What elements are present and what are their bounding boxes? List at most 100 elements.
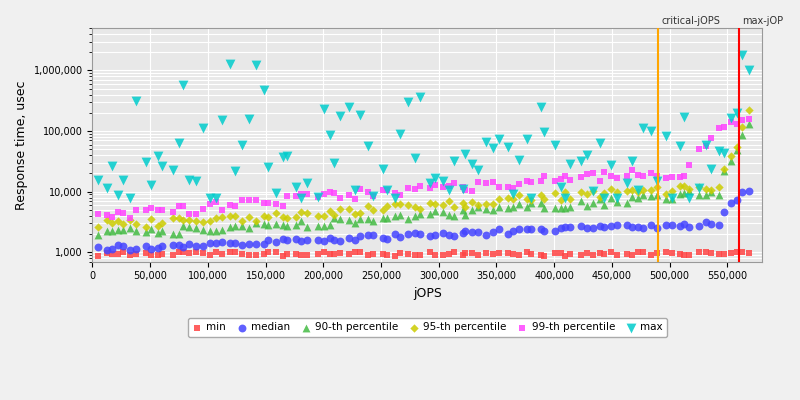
min xyxy=(290,251,302,257)
min xyxy=(250,252,262,258)
min xyxy=(139,250,152,256)
max xyxy=(413,94,426,101)
99-th percentile xyxy=(354,186,366,192)
max xyxy=(242,115,255,122)
95-th percentile xyxy=(130,220,142,227)
median xyxy=(277,236,290,243)
99-th percentile xyxy=(735,117,748,123)
median xyxy=(472,229,485,236)
min xyxy=(204,252,217,258)
min xyxy=(172,249,185,255)
max xyxy=(735,51,748,58)
90-th percentile xyxy=(381,215,394,221)
max xyxy=(574,158,587,164)
99-th percentile xyxy=(456,184,469,190)
99-th percentile xyxy=(549,178,562,185)
99-th percentile xyxy=(725,118,738,125)
90-th percentile xyxy=(270,221,282,227)
95-th percentile xyxy=(513,192,526,199)
99-th percentile xyxy=(270,200,282,207)
95-th percentile xyxy=(281,215,294,221)
max xyxy=(123,194,136,201)
median xyxy=(493,226,506,232)
95-th percentile xyxy=(172,215,185,221)
95-th percentile xyxy=(626,187,639,194)
max xyxy=(472,167,485,174)
95-th percentile xyxy=(343,206,356,212)
90-th percentile xyxy=(210,228,223,234)
max xyxy=(281,153,294,160)
90-th percentile xyxy=(637,192,650,198)
median xyxy=(176,244,189,250)
max xyxy=(713,148,726,154)
min xyxy=(659,249,672,256)
min xyxy=(130,251,142,257)
median xyxy=(605,223,618,229)
99-th percentile xyxy=(486,178,499,185)
min xyxy=(713,251,726,258)
max xyxy=(250,62,262,69)
95-th percentile xyxy=(324,208,337,214)
min xyxy=(242,252,255,258)
95-th percentile xyxy=(713,184,726,190)
95-th percentile xyxy=(678,182,691,189)
90-th percentile xyxy=(713,191,726,198)
median xyxy=(678,220,691,227)
99-th percentile xyxy=(258,200,270,206)
max xyxy=(172,140,185,146)
min xyxy=(117,249,130,255)
99-th percentile xyxy=(117,209,130,216)
median xyxy=(349,237,362,243)
max xyxy=(725,114,738,121)
95-th percentile xyxy=(659,190,672,197)
99-th percentile xyxy=(236,196,249,203)
median xyxy=(610,222,623,228)
max xyxy=(394,130,407,137)
90-th percentile xyxy=(290,222,302,228)
95-th percentile xyxy=(534,192,547,198)
median xyxy=(549,228,562,234)
median xyxy=(216,239,229,245)
99-th percentile xyxy=(443,183,456,190)
min xyxy=(597,251,610,257)
95-th percentile xyxy=(472,202,485,208)
99-th percentile xyxy=(301,190,314,197)
95-th percentile xyxy=(448,204,461,210)
median xyxy=(718,209,730,215)
95-th percentile xyxy=(216,214,229,220)
median xyxy=(204,240,217,246)
median xyxy=(318,238,330,244)
median xyxy=(182,241,195,247)
max xyxy=(621,180,634,186)
median xyxy=(506,228,519,234)
max xyxy=(637,124,650,131)
95-th percentile xyxy=(224,213,237,220)
max xyxy=(294,194,307,201)
max xyxy=(270,190,282,196)
min xyxy=(123,252,136,258)
99-th percentile xyxy=(166,208,179,215)
99-th percentile xyxy=(189,211,202,217)
min xyxy=(216,250,229,257)
90-th percentile xyxy=(502,205,514,212)
99-th percentile xyxy=(349,195,362,202)
99-th percentile xyxy=(366,192,379,199)
min xyxy=(605,249,618,255)
median xyxy=(172,242,185,248)
median xyxy=(413,230,426,237)
median xyxy=(735,189,748,196)
max xyxy=(354,112,366,118)
min xyxy=(210,249,223,255)
min xyxy=(402,250,414,257)
90-th percentile xyxy=(631,194,644,201)
median xyxy=(324,235,337,242)
min xyxy=(101,250,114,256)
95-th percentile xyxy=(637,187,650,193)
min xyxy=(651,250,664,256)
min xyxy=(112,250,125,257)
median xyxy=(408,230,421,236)
max xyxy=(216,116,229,123)
max xyxy=(290,184,302,190)
min xyxy=(343,251,356,257)
99-th percentile xyxy=(437,184,450,190)
